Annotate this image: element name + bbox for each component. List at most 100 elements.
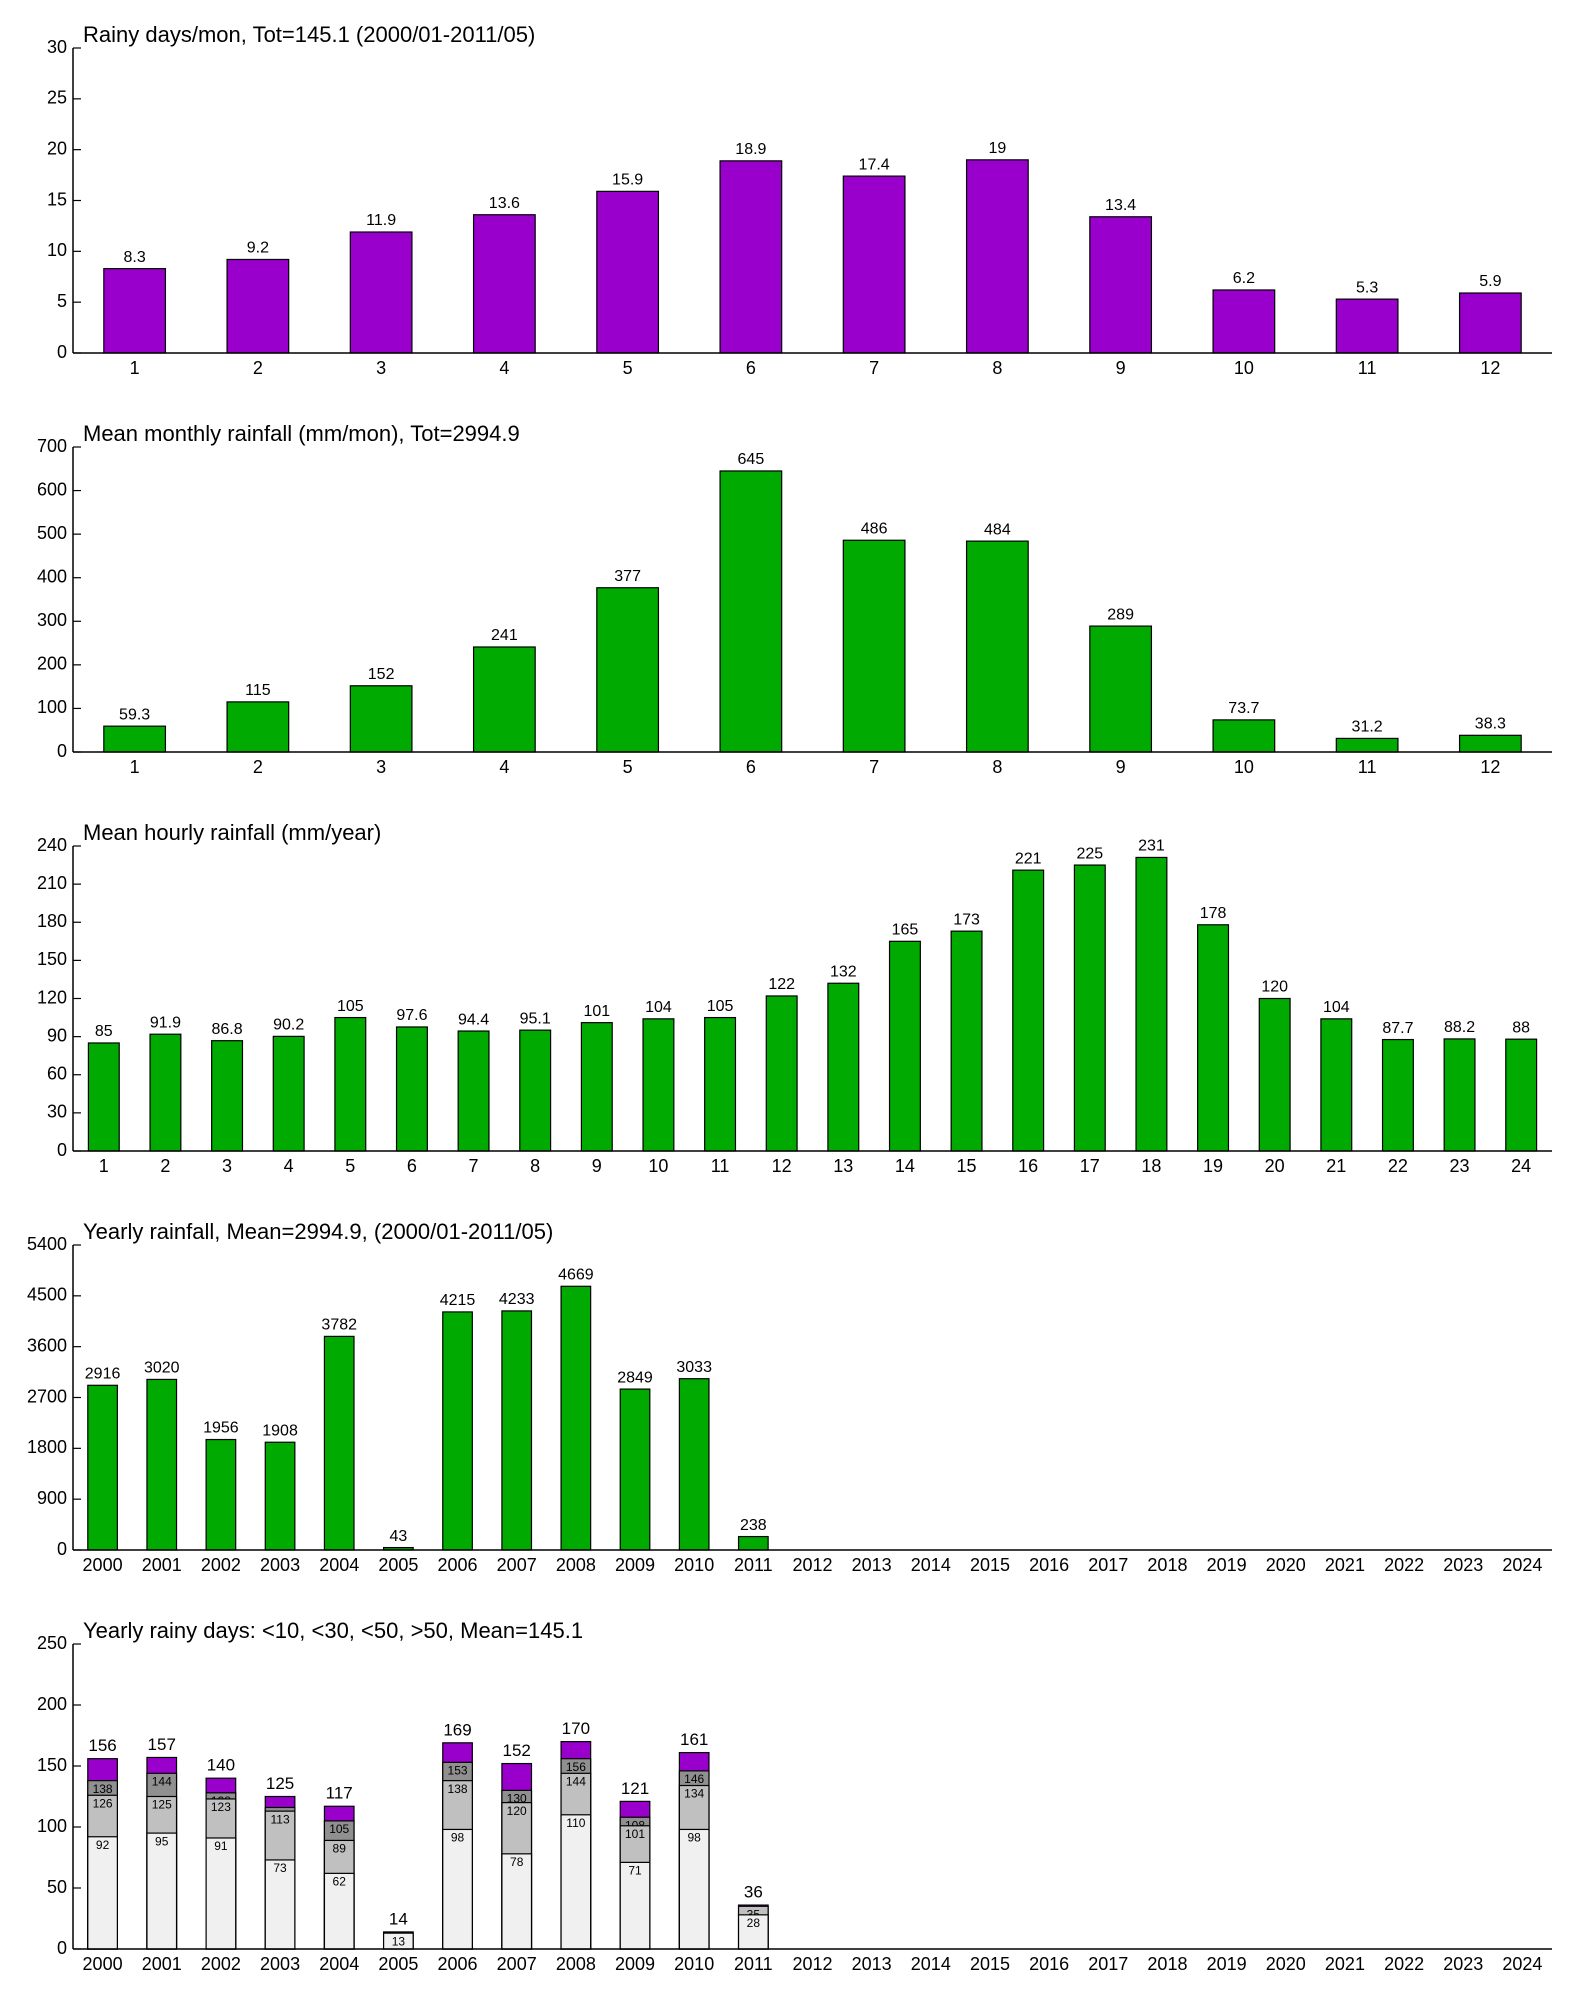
y-tick-label: 900 <box>37 1488 67 1508</box>
bar <box>272 1035 305 1152</box>
value-label: 86.8 <box>211 1021 242 1038</box>
value-label: 3020 <box>144 1360 180 1377</box>
value-label: 11.9 <box>366 212 396 229</box>
y-tick-label: 100 <box>37 1816 67 1836</box>
bar <box>1012 869 1045 1152</box>
value-label: 231 <box>1138 838 1165 855</box>
x-tick-label: 2024 <box>1502 1555 1542 1575</box>
bar <box>103 725 167 753</box>
bar <box>827 982 860 1152</box>
x-tick-label: 2000 <box>83 1954 123 1974</box>
value-label: 377 <box>614 568 641 585</box>
x-tick-label: 2010 <box>674 1954 714 1974</box>
y-tick-label: 0 <box>57 342 67 362</box>
value-label: 169 <box>443 1720 471 1739</box>
value-label: 36 <box>744 1883 763 1902</box>
y-tick-label: 3600 <box>27 1335 67 1355</box>
value-label: 43 <box>389 1528 407 1545</box>
x-tick-label: 3 <box>222 1156 232 1176</box>
x-tick-label: 7 <box>469 1156 479 1176</box>
bar <box>349 685 413 753</box>
y-tick-label: 150 <box>37 1755 67 1775</box>
bar <box>226 258 290 354</box>
value-label: 289 <box>1107 606 1134 623</box>
value-label: 101 <box>625 1827 645 1841</box>
bar <box>103 268 167 354</box>
value-label: 645 <box>738 451 765 468</box>
value-label: 1956 <box>203 1420 239 1437</box>
value-label: 73 <box>273 1861 287 1875</box>
bar <box>678 1828 710 1950</box>
y-tick-label: 400 <box>37 566 67 586</box>
x-tick-label: 2002 <box>201 1954 241 1974</box>
value-label: 73.7 <box>1228 700 1259 717</box>
x-tick-label: 2015 <box>970 1954 1010 1974</box>
value-label: 88 <box>1512 1019 1530 1036</box>
x-tick-label: 2013 <box>852 1555 892 1575</box>
bar <box>737 1535 769 1551</box>
bar <box>619 1388 651 1551</box>
x-tick-label: 2024 <box>1502 1954 1542 1974</box>
value-label: 105 <box>337 998 364 1015</box>
value-label: 125 <box>152 1798 172 1812</box>
y-tick-label: 0 <box>57 1938 67 1958</box>
value-label: 178 <box>1200 905 1227 922</box>
value-label: 165 <box>892 922 919 939</box>
bar <box>442 1311 473 1551</box>
x-tick-label: 2011 <box>734 1954 773 1974</box>
x-tick-label: 2 <box>253 358 263 378</box>
x-tick-label: 9 <box>592 1156 602 1176</box>
x-tick-label: 2023 <box>1443 1555 1483 1575</box>
bar <box>146 1378 178 1551</box>
y-tick-label: 30 <box>47 37 67 57</box>
x-tick-label: 2003 <box>260 1954 300 1974</box>
x-tick-label: 2020 <box>1266 1555 1306 1575</box>
y-tick-label: 10 <box>47 240 67 260</box>
value-label: 59.3 <box>119 706 150 723</box>
value-label: 62 <box>333 1875 347 1889</box>
bar <box>1443 1038 1476 1152</box>
value-label: 122 <box>768 976 795 993</box>
bar <box>323 1335 355 1551</box>
bar <box>642 1018 675 1152</box>
y-tick-label: 200 <box>37 654 67 674</box>
bar <box>1197 924 1230 1152</box>
x-tick-label: 2008 <box>556 1954 596 1974</box>
x-tick-label: 6 <box>746 757 756 777</box>
value-label: 9.2 <box>247 240 269 257</box>
bar <box>211 1040 244 1152</box>
x-tick-label: 2014 <box>911 1954 951 1974</box>
x-tick-label: 2005 <box>378 1954 418 1974</box>
x-tick-label: 2015 <box>970 1555 1010 1575</box>
x-tick-label: 13 <box>833 1156 853 1176</box>
value-label: 115 <box>245 682 271 699</box>
value-label: 95.1 <box>520 1010 551 1027</box>
bar <box>349 231 413 354</box>
value-label: 38.3 <box>1475 716 1506 733</box>
value-label: 4669 <box>558 1267 594 1284</box>
bar <box>560 1814 592 1950</box>
value-label: 3033 <box>676 1359 712 1376</box>
value-label: 8.3 <box>124 249 146 266</box>
value-label: 157 <box>148 1735 176 1754</box>
x-tick-label: 2020 <box>1266 1954 1306 1974</box>
y-tick-label: 600 <box>37 479 67 499</box>
value-label: 125 <box>266 1774 294 1793</box>
x-tick-label: 2011 <box>734 1555 773 1575</box>
bar <box>950 930 983 1152</box>
x-tick-label: 4 <box>284 1156 294 1176</box>
bar <box>1212 719 1276 753</box>
chart-title: Yearly rainy days: <10, <30, <50, >50, M… <box>83 1618 583 1643</box>
value-label: 97.6 <box>396 1007 427 1024</box>
y-tick-label: 1800 <box>27 1437 67 1457</box>
value-label: 153 <box>448 1764 468 1778</box>
bar <box>596 190 660 354</box>
bar <box>1089 625 1153 753</box>
value-label: 156 <box>566 1760 586 1774</box>
value-label: 225 <box>1076 845 1103 862</box>
chart-title: Mean hourly rainfall (mm/year) <box>83 820 381 845</box>
value-label: 173 <box>953 911 980 928</box>
x-tick-label: 2014 <box>911 1555 951 1575</box>
value-label: 28 <box>747 1916 761 1930</box>
